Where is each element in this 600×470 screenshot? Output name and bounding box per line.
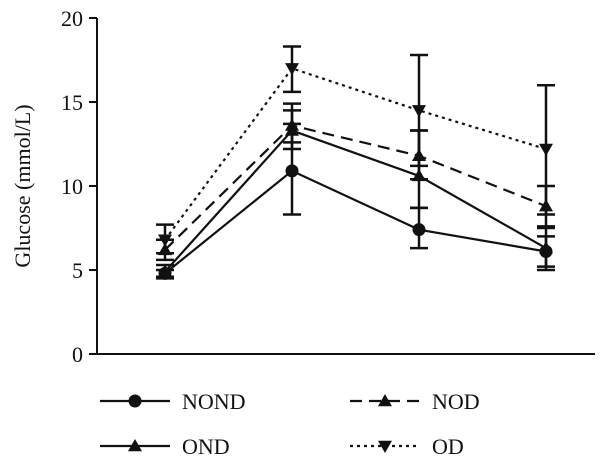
point-od-4 <box>539 143 553 157</box>
legend-marker <box>378 440 392 453</box>
legend-item-nod: NOD <box>350 389 480 414</box>
point-nond-3 <box>412 223 426 237</box>
axes: 0 5 10 15 20 Glucose (mmol/L) <box>10 6 595 367</box>
legend-item-ond: OND <box>100 434 230 459</box>
point-od-1 <box>158 234 172 247</box>
point-nond-2 <box>285 164 299 178</box>
legend-item-nond: NOND <box>100 389 246 414</box>
plot-area <box>156 45 555 280</box>
point-od-3 <box>412 105 426 118</box>
y-tick-label-15: 15 <box>61 90 83 115</box>
legend: NOND NOD OND OD <box>100 389 480 459</box>
legend-marker <box>128 394 142 408</box>
legend-label-nod: NOD <box>432 389 480 414</box>
y-tick-label-20: 20 <box>61 6 83 31</box>
series-line-nod <box>164 124 547 251</box>
legend-item-od: OD <box>350 434 464 459</box>
y-tick-label-5: 5 <box>72 258 83 283</box>
series-nond <box>156 122 555 280</box>
y-tick-label-0: 0 <box>72 342 83 367</box>
legend-label-od: OD <box>432 434 464 459</box>
legend-marker <box>378 394 392 407</box>
series-line-od <box>164 67 547 241</box>
series-line-nond <box>164 169 547 275</box>
point-od-2 <box>285 63 299 76</box>
series-od <box>156 45 555 255</box>
point-ond-1 <box>158 264 172 277</box>
legend-label-ond: OND <box>182 434 230 459</box>
series-line-ond <box>164 129 547 273</box>
y-axis-title: Glucose (mmol/L) <box>10 104 35 267</box>
series-ond <box>156 109 555 280</box>
point-ond-4 <box>539 241 553 254</box>
point-nod-2 <box>285 118 299 131</box>
legend-label-nond: NOND <box>182 389 246 414</box>
legend-marker <box>128 439 142 452</box>
y-tick-label-10: 10 <box>61 174 83 199</box>
series-nod <box>156 102 555 262</box>
